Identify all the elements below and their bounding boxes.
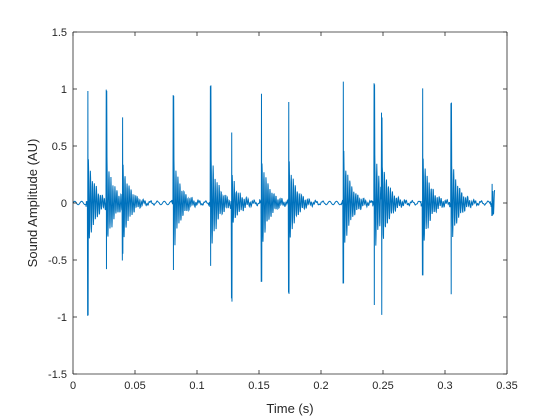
x-tick-label: 0.15	[248, 380, 269, 392]
x-tick-label: 0.1	[189, 380, 204, 392]
y-tick-label: -1.5	[48, 369, 67, 381]
waveform-line	[72, 81, 496, 316]
y-tick-label: 0	[61, 198, 67, 210]
x-tick-label: 0.25	[372, 380, 393, 392]
x-axis-label: Time (s)	[266, 401, 313, 416]
y-tick-label: 0.5	[52, 141, 67, 153]
x-tick-label: 0.35	[496, 380, 517, 392]
x-tick-label: 0	[70, 380, 76, 392]
x-tick-label: 0.05	[124, 380, 145, 392]
y-tick-label: -1	[57, 312, 67, 324]
y-tick-label: 1	[61, 84, 67, 96]
series-group	[72, 81, 496, 316]
axes-group: 0 0.05 0.1 0.15 0.2 0.25 0.3 0.35 -1.5 -1 -0.5 0 0.5…	[48, 27, 518, 392]
y-tick-label: 1.5	[52, 27, 67, 39]
y-axis-label: Sound Amplitude (AU)	[25, 139, 40, 268]
x-tick-label: 0.2	[313, 380, 328, 392]
y-tick-label: -0.5	[48, 255, 67, 267]
x-tick-label: 0.3	[437, 380, 452, 392]
